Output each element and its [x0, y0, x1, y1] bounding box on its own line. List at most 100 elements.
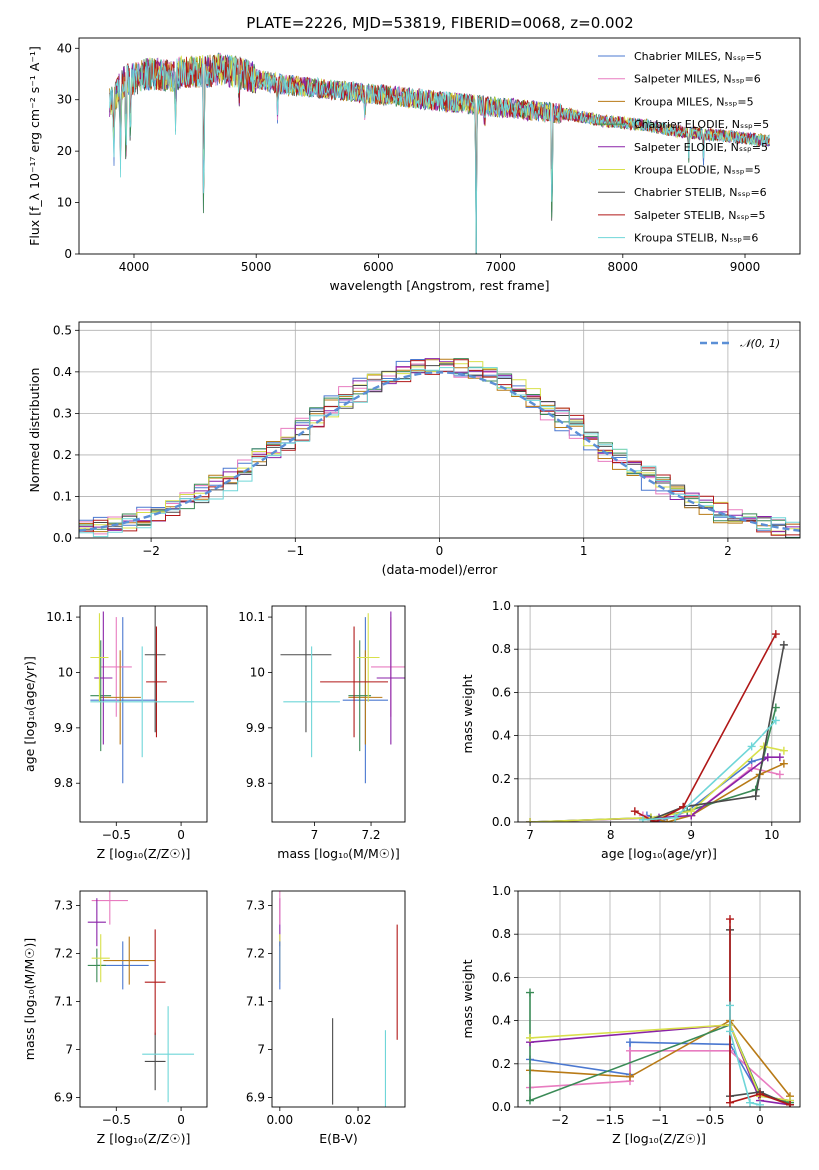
weight_vs_age-xlabel: age [log₁₀(age/yr)] [601, 846, 717, 861]
age_vs_Z-ytick-label: 9.8 [54, 776, 73, 790]
residuals-legend: 𝒩(0, 1) [700, 337, 780, 350]
mass_vs_ebv-ytick-label: 6.9 [246, 1090, 265, 1104]
weight_vs_age-point-marker [779, 640, 788, 649]
weight_vs_Z-panel: −2 −1.5 −1 −0.5 0 0.0 0.2 0.4 0.6 0.8 1.0 Z [log₁₀(… [460, 884, 801, 1146]
age_vs_Z-ytick-label: 9.9 [54, 721, 73, 735]
spectrum-xtick-label: 8000 [608, 260, 639, 274]
weight_vs_age-ytick-label: 0.0 [492, 815, 511, 829]
weight_vs_Z-point-marker [626, 1072, 634, 1081]
age_vs_Z-frame [79, 605, 208, 823]
weight_vs_age-point-marker [775, 753, 784, 762]
weight_vs_age-point-marker [775, 770, 784, 779]
age_vs_mass-ytick-label: 10 [250, 665, 265, 679]
weight_vs_Z-point-marker [726, 1027, 734, 1036]
hist-chabrier-stelib [79, 363, 800, 538]
weight_vs_age-ylabel: mass weight [460, 674, 475, 753]
age_vs_mass-ytick-label: 10.1 [238, 610, 265, 624]
residuals-ytick-label: 0.5 [53, 323, 72, 337]
spectrum-xtick-label: 9000 [730, 260, 761, 274]
weight_vs_Z-ytick-label: 0.6 [492, 970, 511, 984]
weight_vs_age-point-marker [638, 815, 647, 822]
age_vs_Z-ylabel: age [log₁₀(age/yr)] [22, 656, 37, 772]
weight_vs_Z-point-marker [626, 1046, 634, 1055]
weight_vs_age-plot-area [518, 606, 800, 822]
residuals-plot-area [79, 322, 800, 538]
mass_vs_Z-ytick-label: 7.1 [54, 994, 73, 1008]
age_vs_mass-xtick-label: 7.2 [361, 828, 380, 842]
weight_vs_Z-point-marker [726, 1001, 734, 1010]
weight_vs_age-point-marker [671, 813, 680, 822]
weight_vs_age-frame [517, 605, 801, 823]
residuals-xtick-label: 0 [436, 544, 444, 558]
weight_vs_age-series-line [642, 719, 777, 821]
legend-label-salpeter-miles: Salpeter MILES, Nₛₛₚ=6 [634, 73, 761, 86]
mass_vs_Z-panel: −0.5 0 6.9 7 7.1 7.2 7.3 Z [log₁₀(Z/Z☉)] mass [l… [22, 890, 208, 1146]
residuals-ytick-label: 0.3 [53, 406, 72, 420]
weight_vs_age-series-line [650, 644, 785, 821]
spectrum-ytick-label: 10 [57, 196, 72, 210]
spectrum-line-kroupa-stelib [109, 54, 770, 253]
weight_vs_age-xtick-label: 7 [526, 828, 534, 842]
legend-label-chabrier-stelib: Chabrier STELIB, Nₛₛₚ=6 [634, 186, 767, 199]
residuals-ytick-label: 0.1 [53, 489, 72, 503]
weight_vs_age-panel: 7 8 9 10 0.0 0.2 0.4 0.6 0.8 1.0 age [log₁₀(age/yr… [460, 599, 801, 861]
weight_vs_age-ytick-label: 0.2 [492, 772, 511, 786]
residuals-panel: −2 −1 0 1 2 0.0 0.1 0.2 0.3 0.4 0.5 (data-model)/er… [27, 321, 801, 577]
weight_vs_Z-point-marker [626, 1038, 634, 1047]
residuals-ytick-label: 0.2 [53, 448, 72, 462]
mass_vs_ebv-axes: 0.00 0.02 6.9 7 7.1 7.2 7.3 E(B-V) [246, 890, 406, 1146]
residuals-xtick-label: −1 [286, 544, 304, 558]
weight_vs_Z-point-marker [526, 1033, 534, 1042]
mass_vs_ebv-ytick-label: 7 [257, 1042, 265, 1056]
mass_vs_ebv-xlabel: E(B-V) [319, 1131, 358, 1146]
weight_vs_age-point-marker [751, 792, 760, 801]
weight_vs_age-point-marker [630, 807, 639, 816]
mass_vs_ebv-ytick-label: 7.3 [246, 898, 265, 912]
weight_vs_age-point-marker [763, 753, 772, 762]
weight_vs_age-point-marker [526, 818, 535, 822]
weight_vs_Z-point-marker [756, 1100, 764, 1107]
mass_vs_ebv-panel: 0.00 0.02 6.9 7 7.1 7.2 7.3 E(B-V) [246, 890, 406, 1146]
weight_vs_Z-ytick-label: 0.2 [492, 1057, 511, 1071]
spectrum-xlabel: wavelength [Angstrom, rest frame] [329, 278, 549, 293]
mass_vs_Z-xtick-label: −0.5 [102, 1113, 131, 1127]
weight_vs_Z-series-line [529, 1019, 791, 1097]
age_vs_mass-panel: 7 7.2 9.8 9.9 10 10.1 mass [log₁₀(M/M☉)] [238, 605, 406, 861]
weight_vs_age-point-marker [779, 746, 788, 755]
weight_vs_age-ytick-label: 1.0 [492, 599, 511, 613]
hist-kroupa-stelib [79, 367, 800, 538]
weight_vs_Z-point-marker [726, 915, 734, 924]
weight_vs_age-point-marker [779, 759, 788, 768]
age_vs_mass-plot-area [280, 606, 405, 784]
age_vs_mass-ytick-label: 9.9 [246, 721, 265, 735]
legend-label-chabrier-elodie: Chabrier ELODIE, Nₛₛₚ=5 [634, 118, 769, 131]
residuals-xtick-label: 2 [724, 544, 732, 558]
weight_vs_age-xtick-label: 8 [607, 828, 615, 842]
weight_vs_age-point-marker [663, 818, 672, 822]
age_vs_mass-xtick-label: 7 [311, 828, 319, 842]
weight_vs_Z-point-marker [756, 1090, 764, 1099]
spectrum-axes: 4000 5000 6000 7000 8000 9000 0 10 20 30 40 wavelen… [27, 37, 801, 293]
weight_vs_Z-xtick-label: −1 [651, 1113, 669, 1127]
residuals-ytick-label: 0.0 [53, 531, 72, 545]
spectrum-panel: 4000 5000 6000 7000 8000 9000 0 10 20 30 40 wavelen… [27, 37, 801, 293]
spectrum-plot-area [109, 52, 770, 254]
legend-label-kroupa-miles: Kroupa MILES, Nₛₛₚ=5 [634, 95, 754, 108]
age_vs_Z-xtick-label: −0.5 [102, 828, 131, 842]
weight_vs_Z-point-marker [526, 988, 534, 997]
age_vs_Z-xtick-label: 0 [177, 828, 185, 842]
spectrum-ytick-label: 0 [64, 247, 72, 261]
weight_vs_age-point-marker [747, 742, 756, 751]
age_vs_Z-ytick-label: 10.1 [46, 610, 73, 624]
weight_vs_Z-ytick-label: 0.4 [492, 1014, 511, 1028]
weight_vs_Z-point-marker [746, 1098, 754, 1107]
mass_vs_Z-xlabel: Z [log₁₀(Z/Z☉)] [97, 1131, 191, 1146]
weight_vs_Z-xtick-label: −2 [551, 1113, 569, 1127]
age_vs_Z-axes: −0.5 0 9.8 9.9 10 10.1 Z [log₁₀(Z/Z☉)] age [log… [22, 605, 208, 861]
legend-label-kroupa-elodie: Kroupa ELODIE, Nₛₛₚ=5 [634, 164, 761, 177]
mass_vs_ebv-ytick-label: 7.1 [246, 994, 265, 1008]
weight_vs_age-ytick-label: 0.4 [492, 729, 511, 743]
weight_vs_Z-point-marker [786, 1100, 794, 1107]
legend-label-gauss: 𝒩(0, 1) [740, 337, 780, 350]
